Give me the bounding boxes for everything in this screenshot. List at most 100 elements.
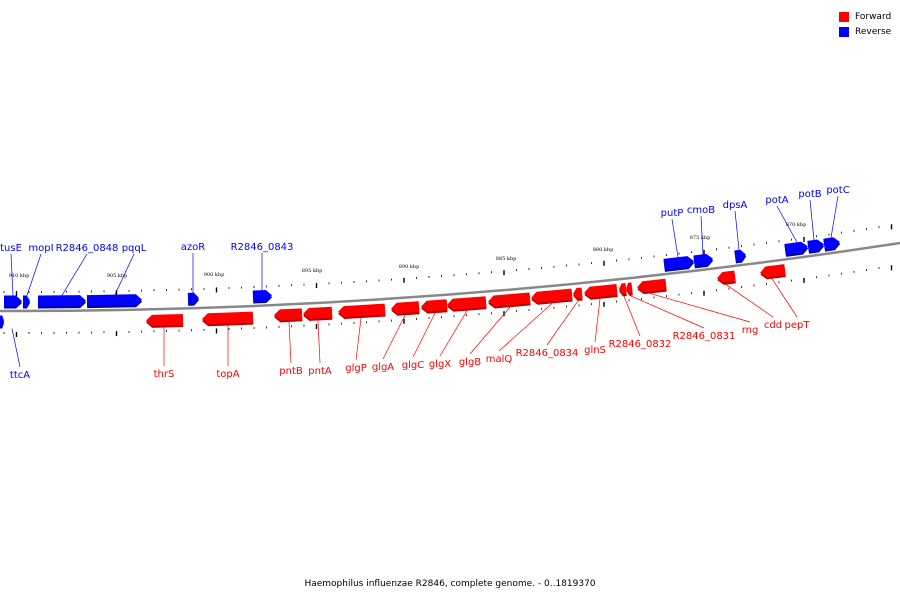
gene-arrow-pqql[interactable] — [86, 294, 143, 309]
gene-arrow-r2846_0831[interactable] — [625, 282, 633, 296]
gene-arrow-r2846_0834[interactable] — [572, 287, 583, 302]
gene-label-glgc[interactable]: glgC — [402, 360, 424, 371]
leader-line — [649, 293, 751, 323]
gene-arrow-r2846_0848[interactable] — [37, 295, 87, 309]
genome-caption: Haemophilus influenzae R2846, complete g… — [304, 579, 596, 589]
leader-line — [412, 312, 436, 358]
gene-label-r2846_0843[interactable]: R2846_0843 — [231, 242, 294, 253]
gene-arrow-body — [488, 292, 531, 307]
gene-arrow-body — [734, 249, 746, 262]
leader-line — [61, 253, 88, 296]
gene-label-glga[interactable]: glgA — [372, 362, 394, 373]
gene-arrow-mopi[interactable] — [22, 295, 31, 309]
gene-label-topa[interactable]: topA — [216, 369, 239, 380]
gene-label-glgp[interactable]: glgP — [345, 363, 367, 374]
gene-arrow-body — [619, 283, 627, 295]
gene-arrow-glgx[interactable] — [447, 296, 487, 312]
gene-arrow-glgc[interactable] — [421, 299, 448, 314]
scale-label: 905 kbp — [107, 273, 128, 279]
gene-arrow-body — [391, 301, 420, 314]
gene-label-pnta[interactable]: pntA — [308, 366, 332, 377]
gene-label-r2846_0848[interactable]: R2846_0848 — [56, 243, 119, 254]
gene-arrow-body — [22, 295, 30, 307]
gene-arrow-topa[interactable] — [202, 311, 254, 327]
gene-label-pept[interactable]: pepT — [785, 320, 811, 331]
gene-label-tuse[interactable]: tusE — [0, 243, 22, 254]
gene-arrow-r2846_0843[interactable] — [252, 289, 273, 304]
gene-arrow-body — [584, 284, 618, 298]
leader-line — [114, 253, 135, 295]
gene-arrow-tuse[interactable] — [3, 295, 23, 309]
gene-label-malq[interactable]: malQ — [486, 354, 513, 365]
legend-item-forward: Forward — [839, 9, 891, 24]
scale-label: 890 kbp — [399, 264, 420, 270]
leader-line — [498, 303, 553, 352]
gene-arrow-body — [146, 314, 184, 326]
leader-line — [725, 284, 774, 318]
gene-arrow-glgb[interactable] — [488, 292, 531, 309]
gene-label-dpsa[interactable]: dpsA — [723, 200, 748, 211]
gene-arrow-malq[interactable] — [531, 288, 573, 306]
scale-ticks — [3, 224, 893, 338]
gene-label-pntb[interactable]: pntB — [279, 366, 303, 377]
gene-label-glgb[interactable]: glgB — [459, 357, 481, 368]
gene-arrow-pept[interactable] — [759, 264, 786, 280]
gene-arrow-ttca[interactable] — [0, 315, 4, 329]
gene-label-potc[interactable]: potC — [826, 185, 849, 196]
gene-arrow-body — [447, 296, 487, 310]
gene-arrow-pntb[interactable] — [274, 308, 303, 323]
gene-label-potb[interactable]: potB — [798, 189, 821, 200]
legend-label: Reverse — [855, 26, 892, 37]
gene-label-cdd[interactable]: cdd — [764, 320, 782, 331]
gene-arrow-rng[interactable] — [636, 278, 667, 295]
gene-label-mopi[interactable]: mopI — [28, 243, 53, 254]
gene-arrow-pota[interactable] — [784, 241, 809, 257]
gene-arrow-body — [3, 295, 22, 307]
gene-label-rng[interactable]: rng — [742, 325, 759, 336]
gene-label-cmob[interactable]: cmoB — [687, 205, 715, 216]
gene-arrow-azor[interactable] — [187, 292, 200, 306]
gene-arrow-r2846_0832[interactable] — [618, 283, 627, 297]
leader-line — [629, 295, 705, 329]
gene-arrow-body — [187, 292, 199, 304]
gene-arrow-putp[interactable] — [663, 255, 695, 272]
gene-label-r2846_0832[interactable]: R2846_0832 — [609, 339, 672, 350]
leader-line — [830, 195, 839, 238]
gene-arrow-glgp[interactable] — [338, 303, 386, 320]
genome-backbone — [0, 241, 900, 313]
gene-labels: tusE mopI R2846_0848 pqqL azoR R2846_0843 putP… — [0, 185, 850, 381]
leader-line — [317, 320, 321, 364]
gene-label-pqql[interactable]: pqqL — [122, 243, 147, 254]
gene-label-pota[interactable]: potA — [765, 195, 788, 206]
gene-label-r2846_0831[interactable]: R2846_0831 — [673, 331, 736, 342]
gene-label-glns[interactable]: glnS — [584, 345, 606, 356]
gene-arrow-cdd[interactable] — [716, 270, 736, 286]
gene-label-azor[interactable]: azoR — [181, 242, 205, 253]
gene-label-glgx[interactable]: glgX — [429, 359, 451, 370]
gene-arrow-potb[interactable] — [807, 239, 825, 254]
leader-line — [26, 253, 42, 296]
gene-arrow-body — [823, 237, 840, 250]
gene-label-r2846_0834[interactable]: R2846_0834 — [516, 348, 579, 359]
gene-arrow-cmob[interactable] — [693, 253, 714, 269]
gene-arrow-potc[interactable] — [823, 236, 841, 252]
leader-line — [809, 199, 815, 241]
legend-item-reverse: Reverse — [839, 24, 891, 39]
leader-line — [439, 310, 468, 357]
scale-label: 895 kbp — [302, 268, 323, 274]
gene-arrow-body — [274, 308, 303, 321]
scale-label: 900 kbp — [204, 272, 225, 278]
gene-arrow-dpsa[interactable] — [734, 249, 747, 264]
gene-arrow-glga[interactable] — [391, 301, 420, 316]
gene-label-ttca[interactable]: ttcA — [10, 370, 30, 381]
leader-line — [700, 215, 704, 255]
gene-arrow-thrs[interactable] — [146, 314, 184, 328]
gene-arrow-body — [693, 253, 713, 267]
gene-label-thrs[interactable]: thrS — [154, 369, 175, 380]
leader-line — [10, 253, 14, 296]
gene-arrow-glns[interactable] — [584, 284, 618, 300]
gene-arrow-body — [784, 241, 808, 255]
gene-arrow-body — [37, 295, 86, 307]
gene-arrow-pnta[interactable] — [303, 306, 333, 322]
gene-label-putp[interactable]: putP — [661, 208, 684, 219]
